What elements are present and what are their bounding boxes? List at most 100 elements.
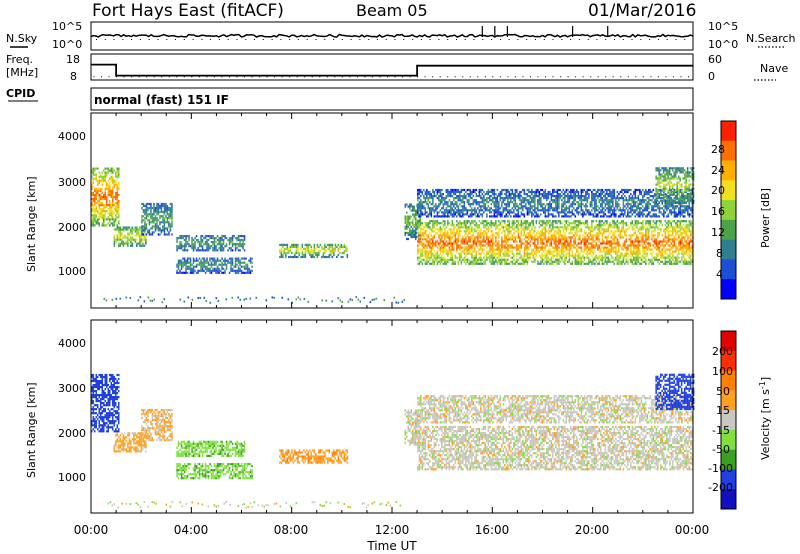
echo-cell bbox=[528, 254, 530, 257]
echo-cell bbox=[648, 236, 650, 239]
echo-cell bbox=[460, 254, 463, 257]
echo-cell bbox=[462, 242, 464, 245]
echo-cell bbox=[143, 236, 146, 239]
echo-cell bbox=[688, 250, 691, 253]
echo-cell bbox=[526, 248, 529, 251]
echo-cell bbox=[417, 222, 419, 225]
echo-cell bbox=[532, 222, 535, 225]
echo-cell bbox=[153, 209, 155, 212]
echo-cell bbox=[415, 217, 417, 220]
echo-cell bbox=[192, 267, 195, 270]
echo-cell bbox=[457, 234, 460, 237]
echo-cell bbox=[637, 220, 640, 223]
echo-cell bbox=[561, 256, 563, 259]
echo-cell bbox=[115, 220, 117, 223]
echo-cell bbox=[630, 258, 632, 261]
nave-dot bbox=[101, 76, 102, 78]
echo-cell bbox=[157, 213, 160, 216]
echo-cell bbox=[535, 248, 538, 251]
echo-cell bbox=[504, 226, 506, 229]
echo-cell bbox=[630, 246, 632, 249]
echo-cell bbox=[606, 220, 608, 223]
echo-cell bbox=[591, 224, 593, 227]
echo-cell bbox=[690, 238, 692, 241]
echo-cell bbox=[544, 244, 547, 247]
echo-cell bbox=[553, 232, 556, 235]
echo-cell bbox=[583, 238, 586, 241]
echo-cell bbox=[621, 230, 623, 233]
echo-cell bbox=[513, 215, 515, 218]
echo-cell bbox=[534, 226, 536, 229]
echo-cell bbox=[492, 244, 494, 247]
echo-cell bbox=[180, 263, 183, 266]
echo-cell bbox=[420, 256, 422, 259]
echo-cell bbox=[242, 235, 244, 238]
echo-cell bbox=[657, 258, 659, 261]
echo-cell bbox=[526, 262, 529, 265]
echo-cell bbox=[310, 253, 313, 257]
echo-cell bbox=[531, 213, 533, 216]
echo-cell bbox=[571, 244, 574, 247]
echo-cell bbox=[573, 246, 575, 249]
echo-cell bbox=[98, 193, 100, 197]
echo-cell bbox=[505, 193, 508, 196]
echo-cell bbox=[163, 211, 166, 214]
echo-cell bbox=[209, 267, 211, 270]
echo-cell bbox=[107, 216, 109, 219]
echo-cell bbox=[94, 200, 96, 203]
echo-cell bbox=[432, 262, 434, 265]
echo-cell bbox=[471, 226, 473, 229]
echo-cell bbox=[550, 240, 553, 243]
noise-search-dot bbox=[420, 39, 422, 40]
echo-cell bbox=[159, 233, 161, 236]
echo-cell bbox=[580, 258, 583, 261]
echo-cell bbox=[471, 209, 473, 212]
echo-cell bbox=[191, 237, 193, 240]
echo-cell bbox=[118, 220, 120, 223]
echo-cell bbox=[237, 257, 240, 260]
echo-cell bbox=[289, 247, 292, 250]
echo-cell bbox=[98, 206, 100, 209]
echo-cell bbox=[97, 191, 99, 194]
echo-cell bbox=[610, 256, 613, 259]
echo-cell bbox=[459, 197, 461, 200]
echo-cell bbox=[154, 227, 157, 230]
echo-cell bbox=[495, 254, 497, 257]
echo-cell bbox=[313, 247, 316, 250]
echo-cell bbox=[562, 234, 565, 237]
echo-cell bbox=[343, 243, 346, 246]
echo-cell bbox=[409, 203, 411, 206]
echo-cell bbox=[519, 262, 521, 265]
echo-cell bbox=[131, 242, 134, 245]
echo-cell bbox=[221, 265, 223, 268]
echo-cell bbox=[201, 269, 204, 272]
echo-cell bbox=[490, 230, 493, 233]
echo-cell bbox=[427, 222, 430, 225]
echo-cell bbox=[445, 209, 448, 212]
echo-cell bbox=[333, 253, 335, 257]
echo-cell bbox=[460, 238, 463, 241]
echo-cell bbox=[513, 222, 515, 225]
echo-cell bbox=[522, 207, 524, 210]
echo-cell bbox=[516, 252, 518, 255]
echo-cell bbox=[582, 240, 584, 243]
echo-cell bbox=[591, 246, 593, 249]
echo-cell bbox=[154, 225, 157, 228]
echo-cell bbox=[321, 255, 323, 259]
echo-cell bbox=[586, 246, 589, 249]
echo-cell bbox=[648, 220, 650, 223]
echo-cell bbox=[424, 254, 427, 257]
echo-cell bbox=[508, 209, 511, 212]
noise-search-dot bbox=[666, 39, 668, 40]
echo-cell bbox=[504, 197, 506, 200]
echo-cell bbox=[150, 233, 152, 236]
echo-cell bbox=[534, 244, 536, 247]
echo-cell bbox=[469, 252, 472, 255]
echo-cell bbox=[520, 258, 523, 261]
echo-cell bbox=[104, 218, 106, 221]
echo-cell bbox=[484, 209, 487, 212]
echo-cell bbox=[658, 246, 661, 249]
echo-cell bbox=[580, 260, 583, 263]
echo-cell bbox=[176, 265, 178, 268]
echo-cell bbox=[426, 201, 428, 204]
